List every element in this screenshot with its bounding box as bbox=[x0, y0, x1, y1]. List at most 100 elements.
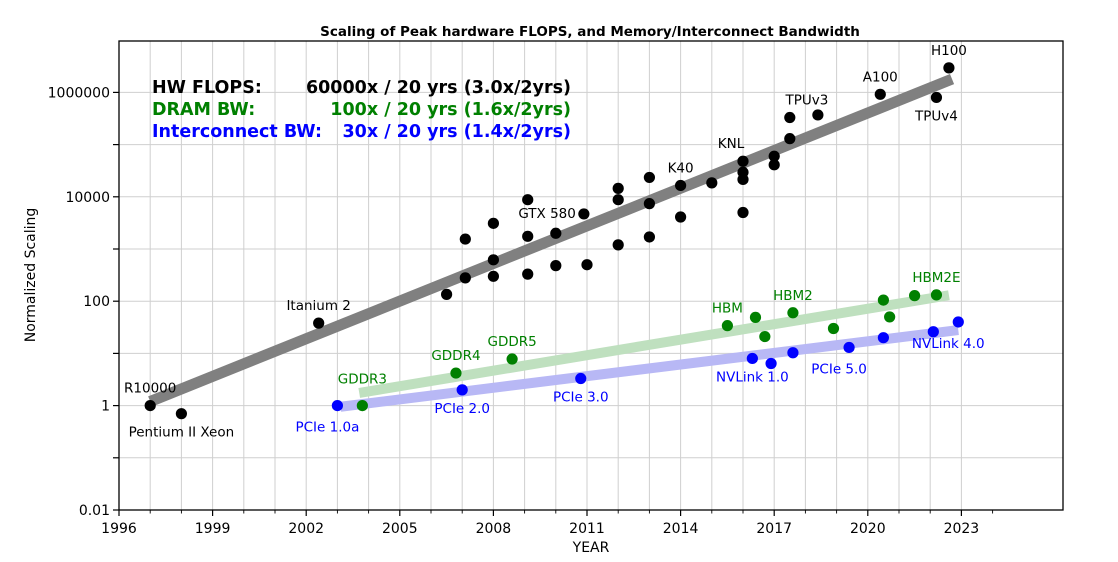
data-point-dram bbox=[884, 311, 896, 323]
y-tick-label: 100 bbox=[83, 294, 110, 310]
x-axis-label: YEAR bbox=[572, 540, 610, 556]
data-point-flops bbox=[522, 268, 534, 280]
data-point-flops bbox=[737, 155, 749, 167]
annotation-label: PCIe 1.0a bbox=[295, 420, 359, 436]
annotation-label: PCIe 3.0 bbox=[553, 390, 609, 406]
data-point-flops bbox=[675, 179, 687, 192]
annotation-label: TPUv3 bbox=[784, 93, 828, 109]
point-annotations: R10000 Pentium II Xeon Itanium 2 GTX 580 K40… bbox=[124, 43, 985, 441]
annotation-label: TPUv4 bbox=[914, 108, 958, 124]
annotation-label: K40 bbox=[668, 160, 694, 176]
annotation-label: KNL bbox=[718, 136, 745, 152]
data-point-interconnect bbox=[331, 400, 343, 412]
summary-value: 30x / 20 yrs (1.4x/2yrs) bbox=[342, 122, 571, 142]
data-point-flops bbox=[643, 231, 656, 243]
data-point-flops bbox=[874, 88, 886, 100]
summary-value: 60000x / 20 yrs (3.0x/2yrs) bbox=[306, 78, 571, 98]
y-tick-label: 10000 bbox=[65, 190, 110, 206]
annotation-label: Itanium 2 bbox=[286, 298, 350, 314]
data-point-flops bbox=[487, 254, 499, 266]
x-tick-label: 2017 bbox=[756, 521, 792, 537]
summary-name: Interconnect BW: bbox=[152, 122, 322, 142]
data-point-dram bbox=[877, 294, 890, 306]
data-point-interconnect bbox=[746, 352, 758, 365]
data-point-flops bbox=[175, 408, 187, 420]
data-point-flops bbox=[930, 91, 943, 104]
x-tick-label: 1999 bbox=[195, 521, 231, 537]
x-tick-label: 2011 bbox=[569, 521, 605, 537]
data-point-dram bbox=[506, 353, 518, 365]
data-point-flops bbox=[812, 109, 824, 121]
annotation-label: GDDR5 bbox=[488, 334, 537, 350]
x-tick-label: 2023 bbox=[944, 521, 980, 537]
data-point-flops bbox=[784, 133, 796, 145]
x-tick-label: 2014 bbox=[663, 521, 699, 537]
annotation-label: GDDR3 bbox=[338, 372, 387, 388]
data-point-flops bbox=[487, 270, 499, 282]
annotation-label: Pentium II Xeon bbox=[129, 425, 235, 441]
y-tick-label: 1 bbox=[101, 399, 110, 415]
x-tick-label: 2002 bbox=[288, 521, 324, 537]
data-point-flops bbox=[487, 217, 499, 229]
summary-value: 100x / 20 yrs (1.6x/2yrs) bbox=[330, 100, 571, 120]
plot-frame bbox=[118, 40, 1064, 511]
data-point-flops bbox=[784, 111, 796, 124]
data-point-flops bbox=[459, 233, 471, 245]
data-point-interconnect bbox=[843, 341, 855, 354]
annotation-label: HBM2E bbox=[912, 270, 960, 286]
annotation-label: A100 bbox=[863, 69, 898, 85]
x-tick-label: 2020 bbox=[850, 521, 886, 537]
x-tick-label: 2005 bbox=[382, 521, 418, 537]
data-point-flops bbox=[612, 194, 624, 206]
data-point-interconnect bbox=[877, 332, 890, 344]
data-point-flops bbox=[612, 239, 624, 251]
x-tick-label: 2008 bbox=[476, 521, 512, 537]
annotation-label: NVLink 4.0 bbox=[912, 336, 985, 352]
data-point-dram bbox=[827, 322, 840, 335]
trend-line-interconnect bbox=[339, 325, 959, 412]
data-point-flops bbox=[144, 400, 156, 412]
trend-line-flops bbox=[148, 73, 955, 407]
annotation-label: R10000 bbox=[124, 381, 176, 397]
data-point-dram bbox=[759, 330, 771, 343]
annotation-label: H100 bbox=[931, 43, 967, 59]
data-point-interconnect bbox=[765, 357, 777, 370]
annotation-label: PCIe 5.0 bbox=[811, 361, 867, 377]
data-point-flops bbox=[522, 194, 534, 206]
y-axis-label: Normalized Scaling bbox=[23, 208, 39, 343]
data-point-flops bbox=[737, 206, 749, 219]
data-point-dram bbox=[930, 289, 943, 301]
data-point-interconnect bbox=[787, 347, 799, 359]
annotation-label: GTX 580 bbox=[518, 206, 576, 222]
data-point-interconnect bbox=[952, 316, 964, 328]
x-tick-label: 1996 bbox=[101, 521, 137, 537]
summary-name: HW FLOPS: bbox=[152, 78, 262, 98]
data-point-flops bbox=[768, 150, 780, 162]
data-point-flops bbox=[612, 182, 624, 194]
annotation-label: PCIe 2.0 bbox=[434, 401, 490, 417]
data-point-flops bbox=[675, 211, 687, 223]
data-point-flops bbox=[737, 166, 749, 178]
y-tick-label: 1000000 bbox=[48, 85, 110, 101]
annotation-label: HBM2 bbox=[773, 288, 813, 304]
data-point-flops bbox=[643, 171, 656, 184]
chart-title: Scaling of Peak hardware FLOPS, and Memo… bbox=[320, 24, 860, 40]
axis-ticks: 1996 1999 2002 2005 2008 2011 2014 2017 2020 2023… bbox=[48, 85, 994, 537]
data-point-dram bbox=[450, 367, 462, 379]
annotation-label: GDDR4 bbox=[431, 348, 480, 364]
data-point-dram bbox=[721, 320, 734, 332]
summary-legend: HW FLOPS: 60000x / 20 yrs (3.0x/2yrs) DRAM… bbox=[152, 78, 571, 142]
data-point-dram bbox=[787, 307, 799, 319]
data-point-dram bbox=[356, 400, 368, 412]
data-point-flops bbox=[459, 272, 471, 284]
data-point-flops bbox=[550, 260, 562, 272]
data-points bbox=[144, 62, 964, 420]
data-point-interconnect bbox=[456, 384, 468, 396]
data-point-interconnect bbox=[927, 326, 939, 338]
summary-name: DRAM BW: bbox=[152, 100, 255, 120]
data-point-dram bbox=[749, 311, 762, 323]
data-point-flops bbox=[768, 159, 780, 171]
data-point-flops bbox=[522, 230, 534, 242]
annotation-label: NVLink 1.0 bbox=[716, 369, 789, 385]
